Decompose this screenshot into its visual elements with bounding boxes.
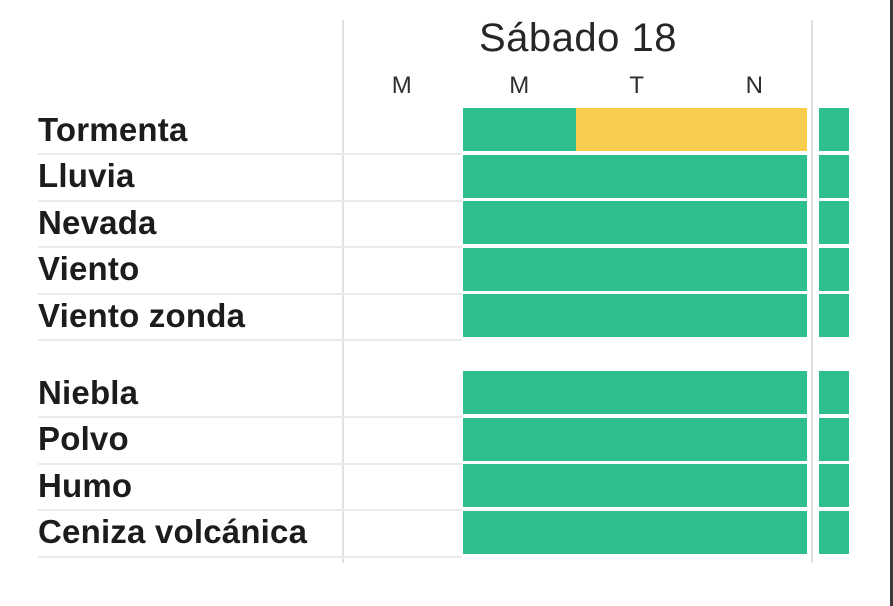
row-label: Humo — [38, 466, 133, 504]
row-separator — [38, 555, 462, 558]
time-col-label-1: M — [391, 72, 412, 99]
alert-bar-edge — [819, 201, 849, 244]
row-separator — [38, 339, 462, 341]
table-row: Ceniza volcánica — [0, 510, 893, 558]
table-row: Tormenta — [0, 108, 893, 155]
alert-segment-yellow — [575, 108, 807, 151]
table-row: Polvo — [0, 417, 893, 465]
alert-bar-main — [463, 510, 807, 554]
time-columns-header: M M T N — [343, 72, 813, 100]
table-row: Viento zonda — [0, 294, 893, 341]
alert-bar-main — [463, 417, 807, 461]
alert-bar-edge — [819, 247, 849, 291]
alert-rows-group-1: Tormenta Lluvia Nevada Viento Viento zon… — [0, 108, 893, 341]
alert-segment-green — [463, 201, 807, 244]
table-row: Lluvia — [0, 154, 893, 202]
table-row: Nevada — [0, 201, 893, 248]
row-separator — [38, 462, 462, 465]
alert-bar-main — [463, 108, 807, 151]
row-label: Lluvia — [38, 157, 135, 194]
row-label: Viento zonda — [38, 296, 246, 334]
day-left-divider — [342, 20, 344, 563]
time-col-label-4: N — [745, 72, 763, 99]
row-separator — [38, 509, 462, 511]
alert-bar-main — [463, 154, 807, 198]
row-label: Niebla — [38, 373, 139, 411]
row-label: Viento — [38, 250, 140, 287]
alert-bar-edge — [819, 510, 849, 554]
time-col-label-3: T — [629, 72, 645, 99]
alert-segment-green — [463, 108, 576, 151]
alert-bar-main — [463, 464, 807, 507]
screen-right-border — [890, 0, 893, 606]
row-label: Tormenta — [38, 110, 188, 148]
row-separator — [38, 292, 462, 295]
row-label: Ceniza volcánica — [38, 513, 308, 550]
alert-bar-edge — [819, 154, 849, 198]
alert-segment-green — [463, 247, 807, 291]
row-separator — [38, 416, 462, 418]
alert-segment-green — [463, 294, 807, 337]
alert-bar-main — [463, 371, 807, 414]
alert-bar-main — [463, 294, 807, 337]
table-row: Niebla — [0, 371, 893, 418]
alert-bar-edge — [819, 417, 849, 461]
row-separator — [38, 246, 462, 248]
day-right-divider — [811, 20, 813, 563]
alert-bar-edge — [819, 371, 849, 414]
row-label: Polvo — [38, 420, 129, 457]
alert-bar-main — [463, 201, 807, 244]
alert-segment-green — [463, 510, 807, 554]
table-row: Humo — [0, 464, 893, 511]
alert-bar-edge — [819, 108, 849, 151]
alert-bar-edge — [819, 294, 849, 337]
row-separator — [38, 153, 462, 155]
row-label: Nevada — [38, 203, 157, 241]
alert-segment-green — [463, 371, 807, 414]
alert-segment-green — [463, 464, 807, 507]
alert-segment-green — [463, 417, 807, 461]
alert-bar-main — [463, 247, 807, 291]
alert-rows-group-2: Niebla Polvo Humo Ceniza volcánica — [0, 371, 893, 558]
day-title: Sábado 18 — [478, 16, 677, 60]
alert-bar-edge — [819, 464, 849, 507]
row-separator — [38, 199, 462, 202]
alert-segment-green — [463, 154, 807, 198]
time-col-label-2: M — [509, 72, 530, 99]
table-row: Viento — [0, 247, 893, 295]
